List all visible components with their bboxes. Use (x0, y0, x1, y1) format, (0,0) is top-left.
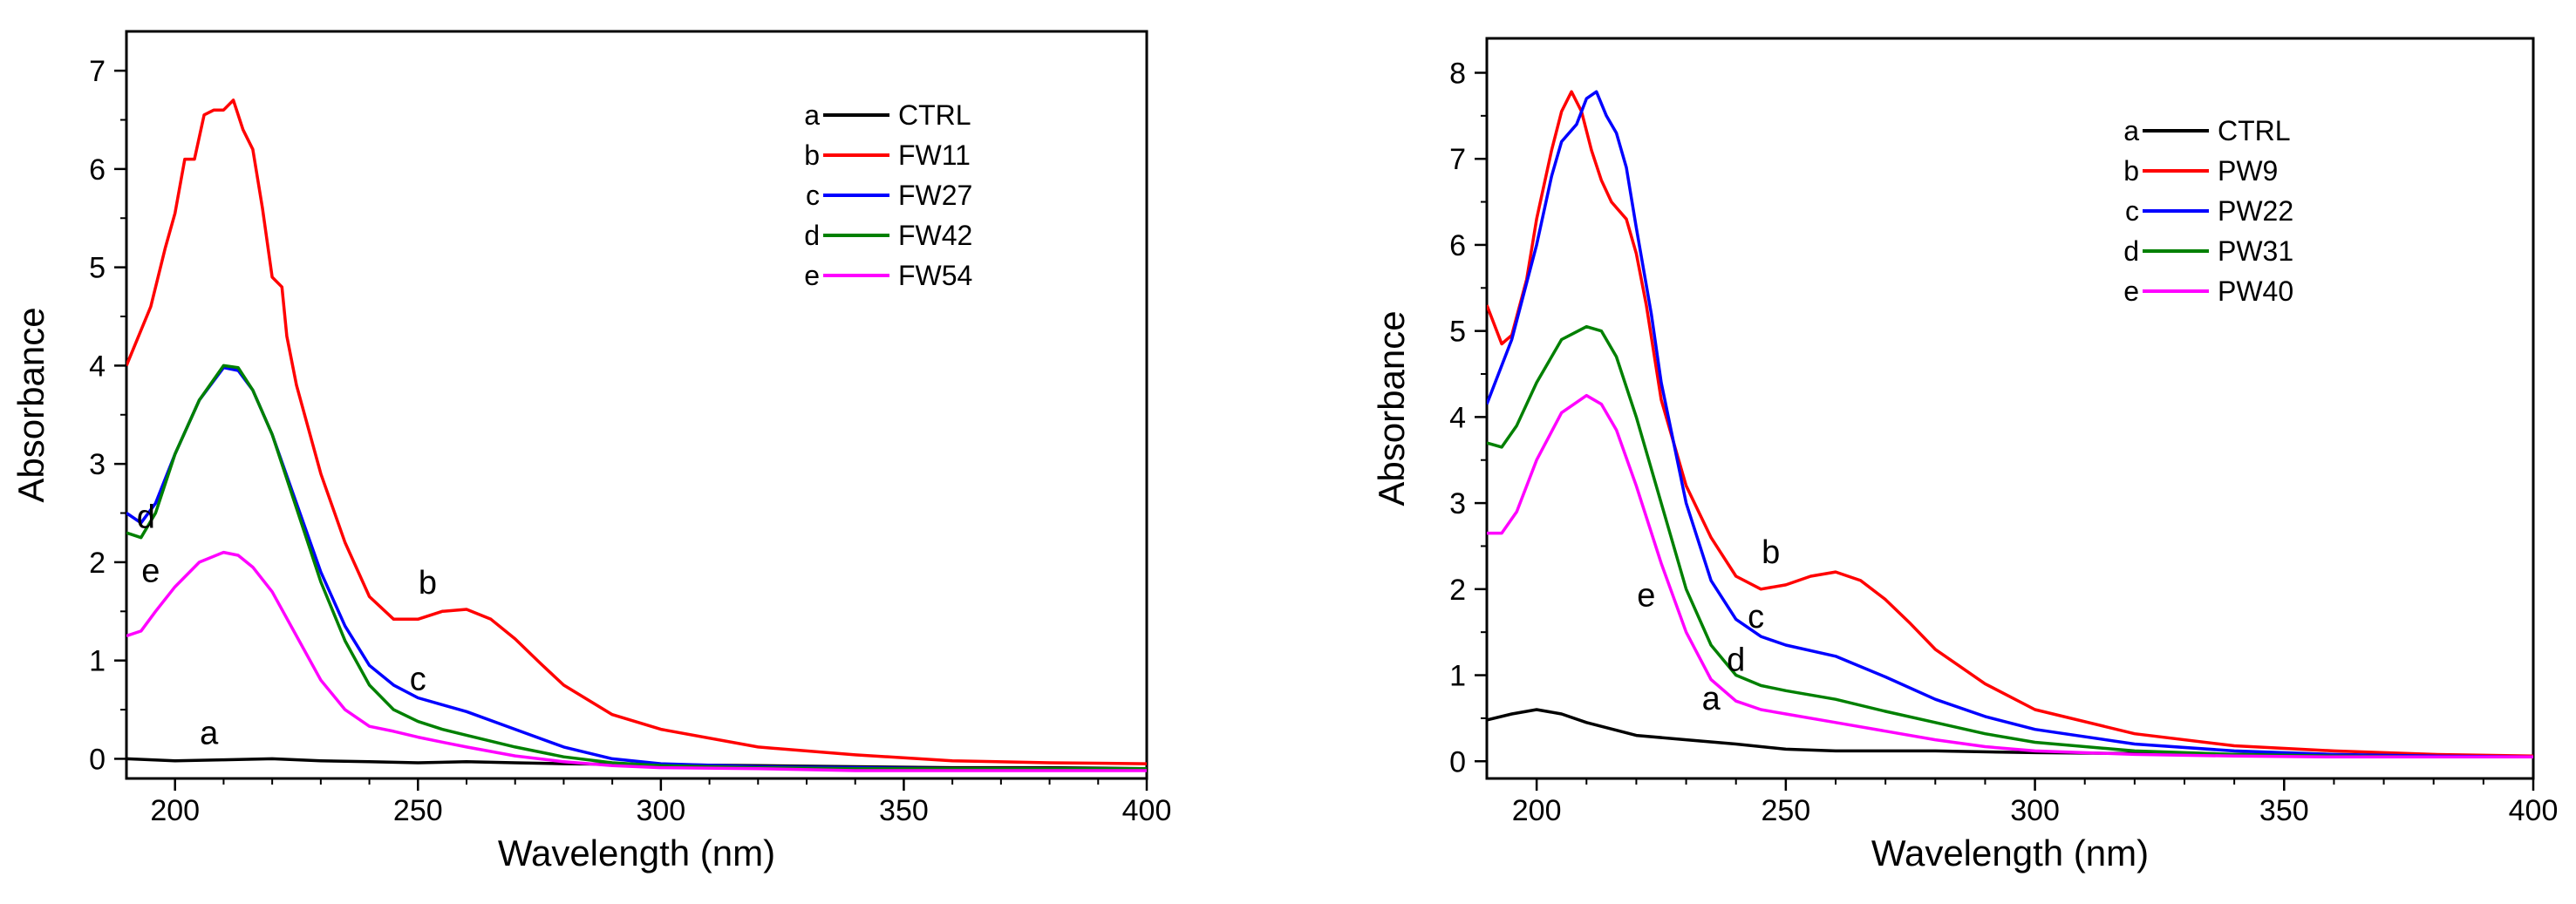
legend-letter: a (2123, 115, 2139, 146)
x-tick-label: 400 (1122, 794, 1172, 827)
x-axis-label: Wavelength (nm) (1871, 833, 2149, 873)
legend-letter: c (806, 180, 820, 211)
curve-annotation: a (1702, 681, 1721, 717)
legend-label: CTRL (2218, 115, 2291, 146)
y-tick-label: 0 (89, 743, 106, 776)
legend-label: FW11 (898, 139, 971, 171)
series-line-fw42 (126, 364, 1147, 771)
y-tick-label: 7 (89, 55, 106, 88)
legend-letter: c (2125, 195, 2139, 227)
x-tick-label: 300 (2010, 794, 2060, 827)
legend-label: PW9 (2218, 155, 2278, 187)
y-axis-label: Absorbance (1371, 310, 1412, 506)
series-line-fw11 (126, 99, 1147, 765)
y-tick-label: 1 (1449, 660, 1466, 693)
series-line-fw54 (126, 550, 1147, 772)
legend-letter: d (2123, 235, 2139, 267)
legend-label: FW42 (898, 220, 972, 251)
curve-annotation: c (410, 662, 426, 698)
y-tick-label: 5 (89, 252, 106, 285)
legend-label: PW22 (2218, 195, 2293, 227)
curve-annotation: e (141, 553, 160, 589)
x-tick-label: 250 (1761, 794, 1810, 827)
y-tick-label: 1 (89, 645, 106, 678)
y-tick-label: 6 (1449, 229, 1466, 262)
chart-right-pw-spectra: 200 250 300 350 400 0 1 2 3 4 5 6 7 8 Wavelength (nm) A… (1371, 37, 2559, 873)
y-tick-label: 4 (1449, 401, 1466, 434)
y-tick-label: 5 (1449, 316, 1466, 349)
y-tick-label: 0 (1449, 745, 1466, 778)
x-tick-label: 350 (2259, 794, 2309, 827)
y-axis-label: Absorbance (10, 307, 51, 502)
x-tick-label: 400 (2509, 794, 2559, 827)
y-tick-label: 7 (1449, 143, 1466, 176)
y-tick-label: 3 (89, 448, 106, 481)
x-tick-label: 250 (393, 794, 443, 827)
y-tick-label: 3 (1449, 487, 1466, 520)
y-tick-label: 8 (1449, 57, 1466, 90)
legend-label: FW54 (898, 260, 972, 291)
legend-label: FW27 (898, 180, 972, 211)
legend-label: PW31 (2218, 235, 2293, 267)
y-tick-label: 6 (89, 153, 106, 187)
legend-letter: b (2123, 155, 2139, 187)
x-axis-label: Wavelength (nm) (498, 833, 775, 873)
x-tick-label: 200 (150, 794, 200, 827)
curve-annotation: b (1762, 534, 1780, 571)
x-tick-label: 300 (636, 794, 685, 827)
y-tick-label: 2 (89, 547, 106, 580)
curve-annotation: e (1637, 578, 1655, 615)
series-line-pw31 (1487, 324, 2533, 759)
curve-annotation: a (200, 716, 219, 752)
series-line-pw22 (1487, 90, 2533, 759)
series-line-pw9 (1487, 90, 2533, 758)
y-tick-label: 4 (89, 350, 106, 383)
plot-frame (125, 30, 1148, 780)
curve-annotation: d (137, 499, 155, 535)
curve-annotation: d (1727, 642, 1745, 679)
curve-annotation: c (1748, 599, 1764, 636)
y-tick-label: 2 (1449, 574, 1466, 607)
legend-letter: a (804, 99, 820, 131)
curve-annotation: b (419, 565, 437, 602)
legend-letter: b (804, 139, 820, 171)
chart-left-fw-spectra: 200 250 300 350 400 0 1 2 3 4 5 6 7 Wavelength (nm) Ab… (10, 30, 1172, 873)
legend-label: PW40 (2218, 275, 2293, 307)
series-line-pw40 (1487, 393, 2533, 759)
series-line-fw27 (126, 365, 1147, 771)
x-tick-label: 200 (1512, 794, 1562, 827)
legend-letter: d (804, 220, 820, 251)
x-tick-label: 350 (879, 794, 929, 827)
plot-frame (1485, 37, 2535, 780)
legend-letter: e (2123, 275, 2139, 307)
legend-letter: e (804, 260, 820, 291)
legend-label: CTRL (898, 99, 971, 131)
